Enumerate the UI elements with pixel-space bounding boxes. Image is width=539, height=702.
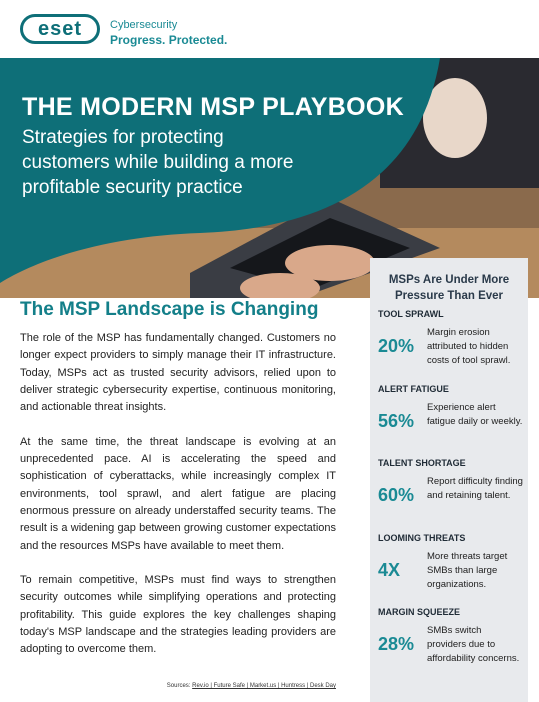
stat-text: Margin erosion attributed to hidden cost…	[427, 327, 511, 366]
stat-label: TOOL SPRAWL	[378, 309, 444, 319]
stat-label: MARGIN SQUEEZE	[378, 607, 461, 617]
paragraph: At the same time, the threat landscape i…	[20, 435, 336, 552]
stat-figure: 60%	[378, 485, 415, 505]
stat-text: More threats target SMBs than large orga…	[427, 550, 508, 590]
stat-figure: 28%	[378, 634, 415, 654]
logo: eset	[20, 14, 100, 44]
paragraph: To remain competitive, MSPs must find wa…	[20, 574, 336, 656]
stat-text: Experience alert fatigue daily or weekly…	[427, 401, 523, 427]
stat-text: SMBs switch providers due to affordabili…	[427, 625, 520, 664]
stat-label: ALERT FATIGUE	[378, 383, 449, 394]
body-text: The role of the MSP has fundamentally ch…	[20, 330, 336, 676]
subtitle: Strategies for protecting	[22, 127, 224, 148]
sources: Sources: Rev.io | Future Safe | Market.u…	[20, 683, 336, 689]
subtitle: profitable security practice	[22, 177, 243, 198]
stat-label: TALENT SHORTAGE	[378, 458, 466, 468]
heading: The MSP Landscape is Changing	[20, 299, 319, 320]
tagline: Progress. Protected.	[110, 33, 228, 47]
subtitle: customers while building a more	[22, 152, 294, 173]
stat-figure: 4X	[378, 559, 401, 580]
stat-figure: 56%	[378, 410, 415, 431]
sidebar	[370, 258, 528, 702]
stat-label: LOOMING THREATS	[378, 532, 466, 543]
sources-list: Rev.io | Future Safe | Market.us | Huntr…	[192, 683, 336, 689]
tagline: Cybersecurity	[110, 19, 178, 31]
title: THE MODERN MSP PLAYBOOK	[22, 93, 404, 121]
paragraph: The role of the MSP has fundamentally ch…	[20, 332, 336, 414]
sidebar-title: MSPs Are Under More Pressure Than Ever	[388, 274, 510, 302]
stat-text: Report difficulty finding and retaining …	[427, 476, 523, 501]
stat-figure: 20%	[378, 336, 415, 356]
sources-label: Sources:	[166, 683, 191, 689]
